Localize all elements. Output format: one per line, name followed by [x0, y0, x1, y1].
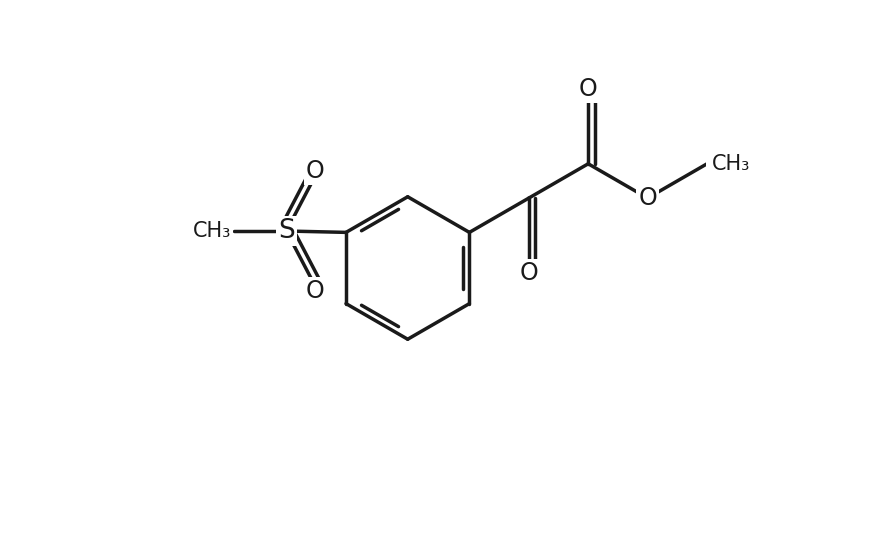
Text: CH₃: CH₃: [713, 154, 751, 174]
Text: S: S: [278, 218, 294, 244]
Text: O: O: [306, 159, 324, 183]
Text: O: O: [638, 186, 657, 210]
Text: CH₃: CH₃: [193, 221, 231, 241]
Text: O: O: [306, 279, 324, 303]
Text: O: O: [520, 261, 538, 285]
Text: O: O: [579, 77, 598, 101]
